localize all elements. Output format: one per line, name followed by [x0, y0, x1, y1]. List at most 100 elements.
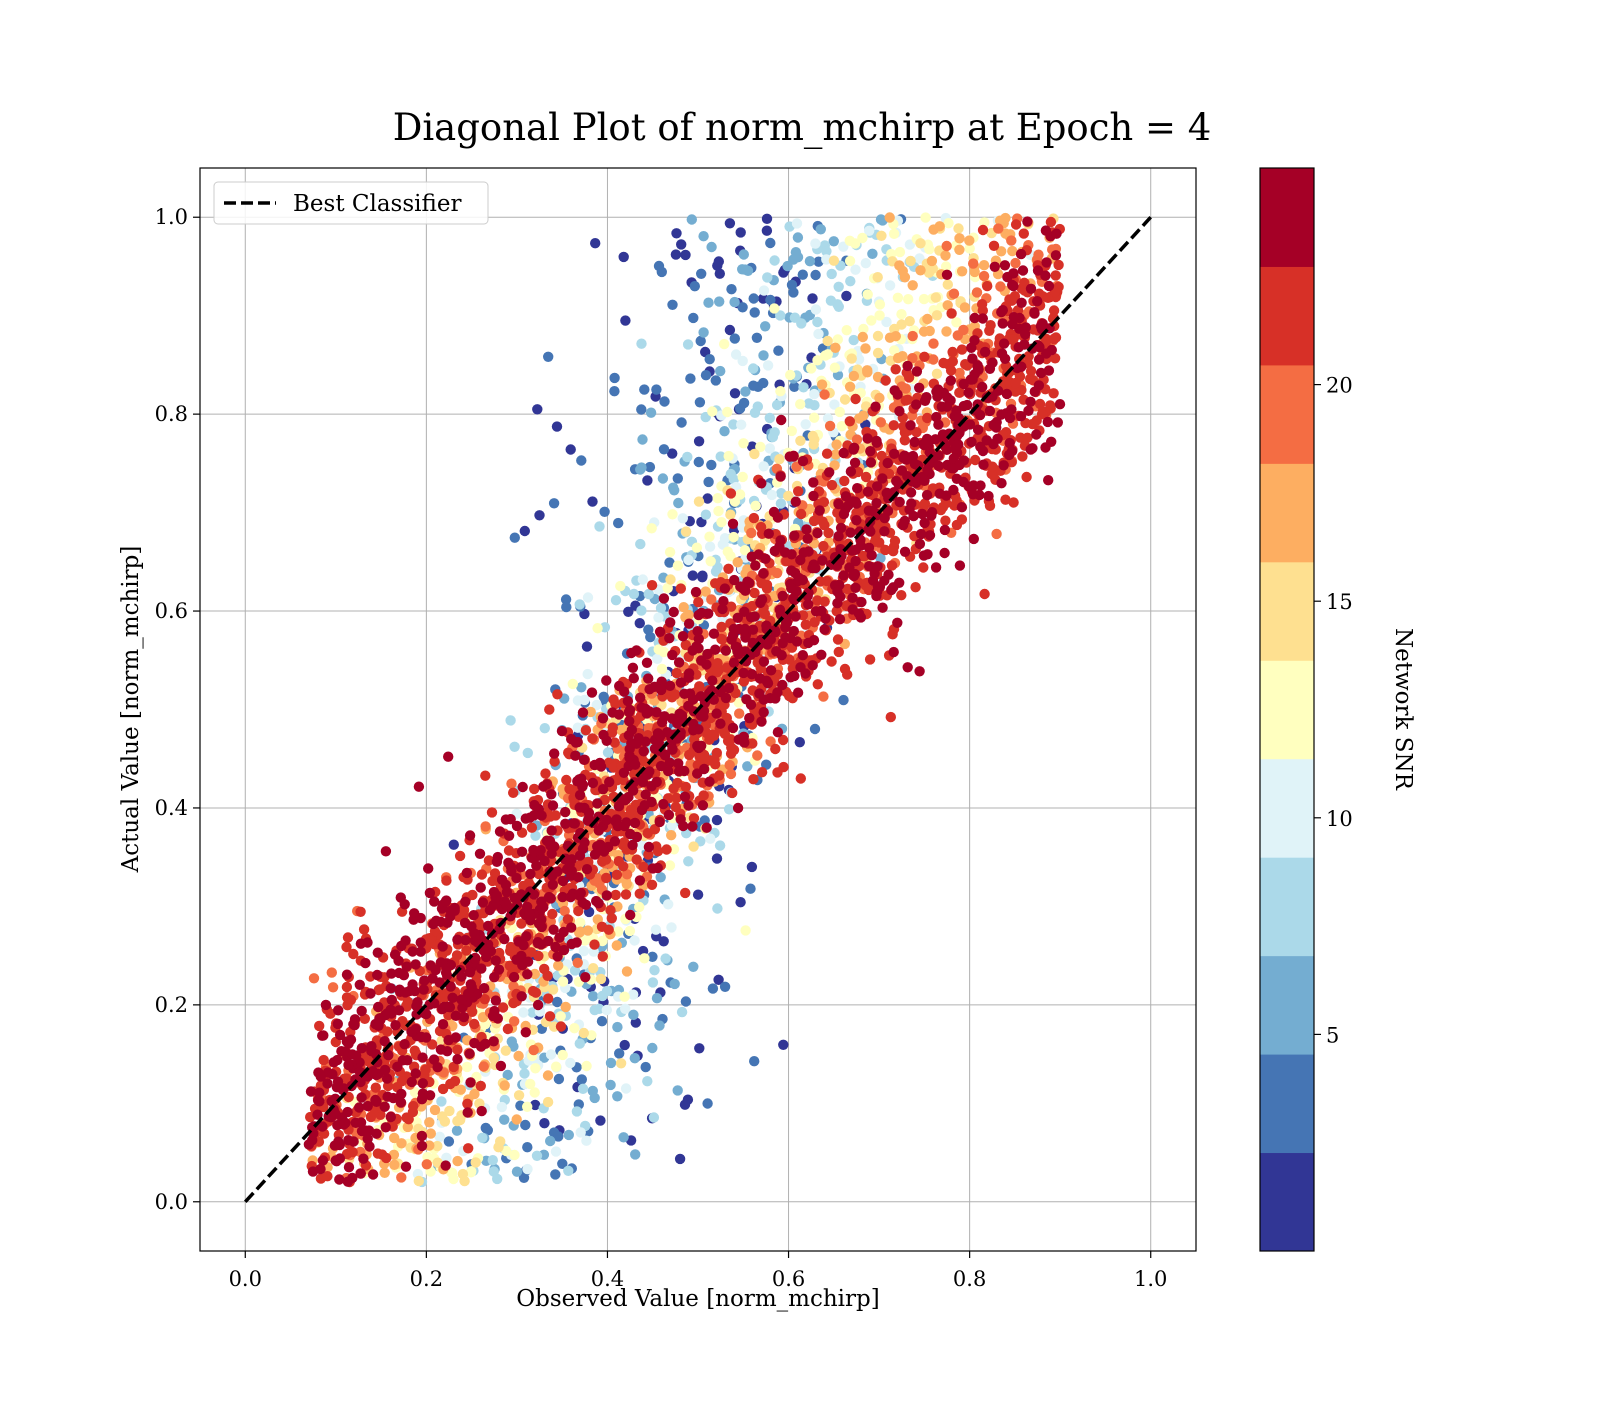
scatter-point: [499, 1080, 510, 1091]
scatter-point: [342, 932, 354, 943]
scatter-point: [758, 350, 769, 361]
scatter-point: [765, 634, 776, 645]
scatter-point: [755, 521, 767, 533]
scatter-point: [365, 988, 376, 999]
scatter-point: [977, 313, 988, 324]
scatter-point: [812, 316, 823, 328]
scatter-point: [525, 1078, 536, 1090]
scatter-point: [727, 518, 739, 529]
scatter-point: [835, 522, 847, 534]
scatter-point: [914, 666, 925, 677]
scatter-point: [890, 331, 901, 342]
scatter-point: [938, 357, 949, 369]
scatter-point: [909, 458, 921, 470]
scatter-point: [480, 1122, 491, 1134]
scatter-point: [500, 1045, 511, 1056]
scatter-point: [495, 1060, 507, 1072]
scatter-point: [991, 422, 1002, 433]
scatter-point: [647, 1042, 658, 1054]
scatter-point: [612, 1021, 623, 1033]
scatter-point: [720, 692, 732, 704]
scatter-point: [634, 901, 645, 913]
scatter-point: [737, 355, 748, 367]
scatter-point: [896, 309, 907, 320]
scatter-point: [844, 235, 855, 246]
scatter-point: [772, 727, 784, 738]
scatter-point: [549, 748, 560, 759]
scatter-point: [464, 967, 476, 978]
scatter-point: [543, 351, 554, 362]
scatter-point: [978, 459, 989, 470]
scatter-point: [466, 1166, 477, 1177]
scatter-point: [388, 1092, 399, 1104]
scatter-point: [502, 1069, 513, 1081]
scatter-point: [862, 486, 874, 497]
scatter-point: [469, 928, 480, 939]
scatter-point: [941, 444, 953, 455]
scatter-point: [683, 609, 694, 621]
scatter-point: [846, 353, 857, 364]
scatter-point: [982, 280, 993, 292]
scatter-point: [511, 1166, 523, 1177]
scatter-point: [461, 867, 473, 879]
scatter-point: [434, 977, 445, 988]
scatter-point: [749, 307, 760, 318]
scatter-point: [702, 648, 713, 660]
scatter-point: [839, 475, 850, 487]
scatter-point: [790, 611, 801, 622]
scatter-point: [607, 722, 618, 733]
scatter-point: [460, 896, 471, 907]
scatter-point: [450, 1010, 462, 1021]
scatter-point: [739, 623, 751, 635]
scatter-point: [1033, 249, 1044, 260]
scatter-point: [857, 232, 868, 244]
scatter-point: [641, 657, 653, 668]
scatter-point: [443, 751, 454, 762]
scatter-point: [576, 682, 587, 693]
scatter-point: [509, 1149, 520, 1161]
scatter-point: [998, 460, 1009, 471]
scatter-point: [658, 936, 669, 947]
scatter-point: [914, 382, 925, 393]
scatter-point: [687, 821, 698, 832]
scatter-point: [809, 723, 821, 735]
scatter-point: [824, 467, 835, 478]
scatter-point: [462, 1107, 473, 1118]
scatter-point: [680, 887, 691, 899]
scatter-point: [489, 868, 501, 879]
scatter-point: [657, 473, 669, 484]
scatter-point: [713, 974, 724, 985]
scatter-point: [680, 526, 692, 537]
scatter-point: [639, 953, 650, 964]
scatter-point: [501, 898, 512, 910]
scatter-point: [620, 1003, 631, 1014]
scatter-point: [636, 462, 647, 473]
scatter-point: [577, 1083, 589, 1095]
scatter-point: [543, 891, 555, 903]
scatter-point: [919, 517, 930, 529]
scatter-point: [499, 933, 510, 945]
scatter-point: [719, 583, 731, 594]
scatter-point: [413, 1175, 424, 1187]
scatter-point: [979, 588, 990, 600]
scatter-point: [1008, 268, 1019, 279]
scatter-point: [951, 317, 962, 328]
scatter-point: [1016, 361, 1027, 372]
scatter-point: [956, 266, 968, 277]
scatter-point: [396, 1076, 408, 1087]
scatter-point: [939, 524, 951, 536]
scatter-point: [520, 1119, 531, 1131]
scatter-point: [615, 1058, 627, 1069]
scatter-point: [326, 967, 337, 978]
scatter-point: [499, 1114, 510, 1125]
scatter-point: [974, 409, 986, 421]
scatter-point: [863, 523, 874, 535]
scatter-point: [677, 513, 688, 524]
scatter-point: [729, 333, 740, 344]
scatter-point: [810, 269, 821, 281]
scatter-point: [573, 905, 584, 917]
scatter-point: [458, 1011, 470, 1023]
y-tick-label: 0.8: [155, 402, 188, 426]
scatter-point: [874, 299, 886, 310]
scatter-point: [900, 383, 911, 394]
